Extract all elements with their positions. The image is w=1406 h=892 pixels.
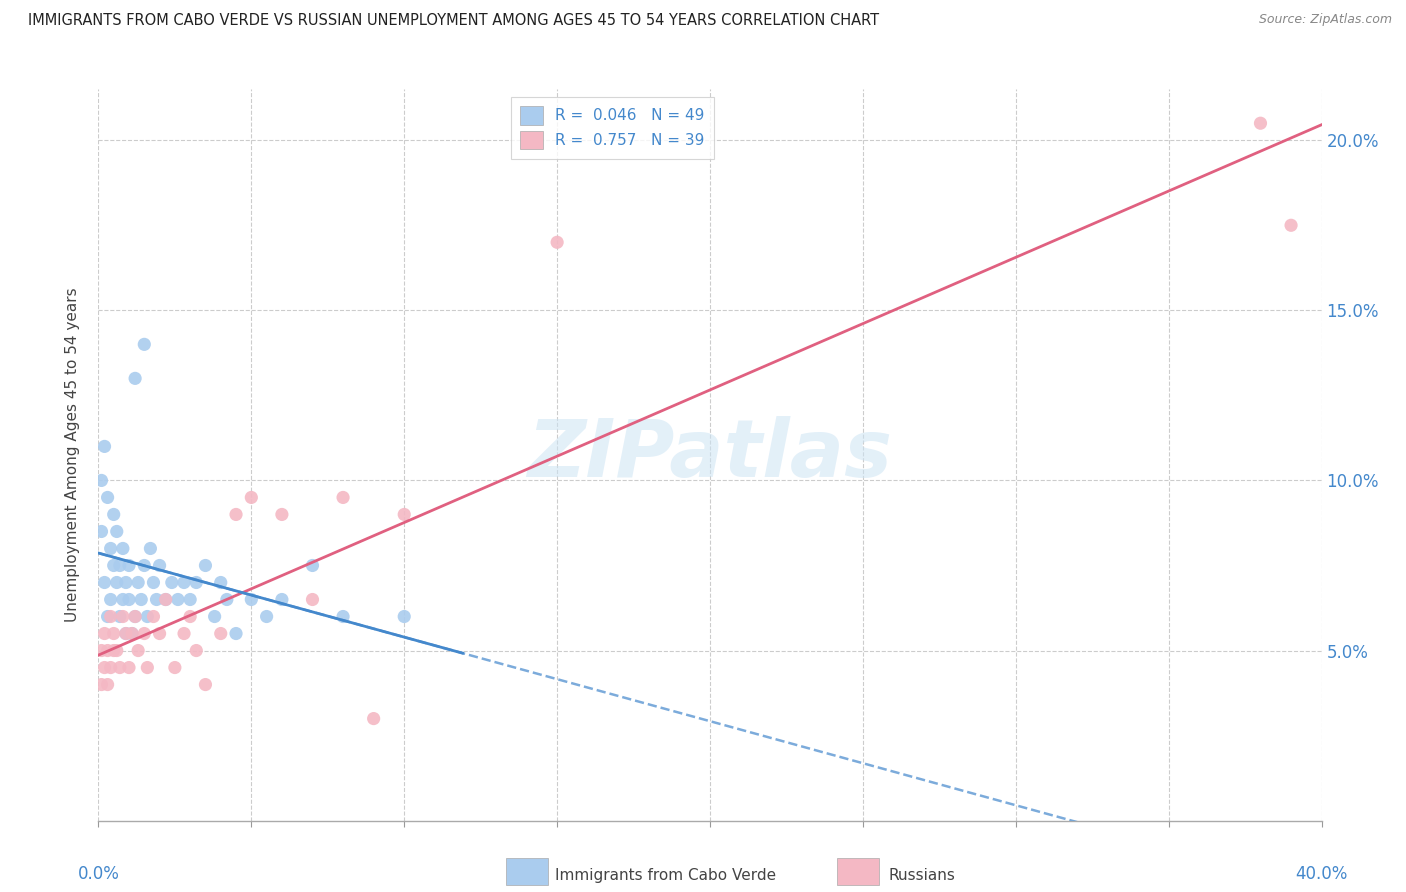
Point — [93, 439, 115, 453]
Text: Immigrants from Cabo Verde: Immigrants from Cabo Verde — [555, 869, 776, 883]
Point — [100, 541, 122, 556]
Point — [179, 609, 201, 624]
Point — [124, 371, 146, 385]
Text: 40.0%: 40.0% — [1295, 865, 1348, 883]
Point — [270, 508, 292, 522]
Point — [270, 592, 292, 607]
Point — [100, 609, 122, 624]
Point — [90, 524, 112, 539]
Point — [256, 609, 278, 624]
Point — [118, 660, 141, 674]
Point — [134, 558, 156, 573]
Point — [209, 575, 232, 590]
Point — [134, 626, 156, 640]
Point — [142, 575, 165, 590]
Point — [127, 643, 149, 657]
Point — [121, 626, 143, 640]
Point — [115, 626, 138, 640]
Point — [149, 626, 172, 640]
Point — [103, 626, 125, 640]
Point — [155, 592, 177, 607]
Text: ZIPatlas: ZIPatlas — [527, 416, 893, 494]
Point — [363, 712, 385, 726]
Point — [93, 660, 115, 674]
Point — [97, 677, 120, 691]
Point — [173, 575, 195, 590]
Point — [97, 643, 120, 657]
Point — [163, 660, 186, 674]
Point — [301, 558, 323, 573]
Point — [108, 660, 131, 674]
Text: Source: ZipAtlas.com: Source: ZipAtlas.com — [1258, 13, 1392, 27]
Point — [240, 592, 263, 607]
Point — [103, 643, 125, 657]
Point — [167, 592, 190, 607]
Point — [90, 677, 112, 691]
Point — [115, 575, 138, 590]
Point — [97, 609, 120, 624]
Point — [108, 609, 131, 624]
Point — [240, 491, 263, 505]
Point — [124, 609, 146, 624]
Point — [111, 592, 134, 607]
Point — [100, 592, 122, 607]
Point — [121, 626, 143, 640]
Point — [194, 558, 217, 573]
Point — [108, 558, 131, 573]
Point — [139, 541, 162, 556]
Point — [179, 592, 201, 607]
Point — [105, 575, 128, 590]
Point — [149, 558, 172, 573]
Legend: R =  0.046   N = 49, R =  0.757   N = 39: R = 0.046 N = 49, R = 0.757 N = 39 — [510, 97, 714, 159]
Point — [103, 508, 125, 522]
Point — [105, 524, 128, 539]
Point — [127, 575, 149, 590]
Point — [1279, 219, 1302, 233]
Point — [136, 660, 159, 674]
Text: 0.0%: 0.0% — [77, 865, 120, 883]
Text: IMMIGRANTS FROM CABO VERDE VS RUSSIAN UNEMPLOYMENT AMONG AGES 45 TO 54 YEARS COR: IMMIGRANTS FROM CABO VERDE VS RUSSIAN UN… — [28, 13, 879, 29]
Point — [105, 643, 128, 657]
Point — [392, 609, 416, 624]
Point — [173, 626, 195, 640]
Point — [90, 474, 112, 488]
Point — [204, 609, 226, 624]
Point — [100, 660, 122, 674]
Point — [142, 609, 165, 624]
Point — [103, 558, 125, 573]
Point — [160, 575, 183, 590]
Point — [209, 626, 232, 640]
Point — [118, 558, 141, 573]
Point — [194, 677, 217, 691]
Point — [111, 541, 134, 556]
Point — [186, 575, 208, 590]
Point — [115, 626, 138, 640]
Point — [118, 592, 141, 607]
Point — [90, 643, 112, 657]
Point — [332, 491, 354, 505]
Point — [124, 609, 146, 624]
Point — [1249, 116, 1271, 130]
Point — [155, 592, 177, 607]
Point — [97, 491, 120, 505]
Point — [215, 592, 238, 607]
Point — [225, 508, 247, 522]
Point — [111, 609, 134, 624]
Point — [129, 592, 152, 607]
Point — [392, 508, 416, 522]
Point — [136, 609, 159, 624]
Point — [93, 626, 115, 640]
Point — [546, 235, 568, 250]
Point — [93, 575, 115, 590]
Point — [134, 337, 156, 351]
Y-axis label: Unemployment Among Ages 45 to 54 years: Unemployment Among Ages 45 to 54 years — [65, 287, 80, 623]
Text: Russians: Russians — [889, 869, 956, 883]
Point — [225, 626, 247, 640]
Point — [301, 592, 323, 607]
Point — [145, 592, 167, 607]
Point — [332, 609, 354, 624]
Point — [186, 643, 208, 657]
